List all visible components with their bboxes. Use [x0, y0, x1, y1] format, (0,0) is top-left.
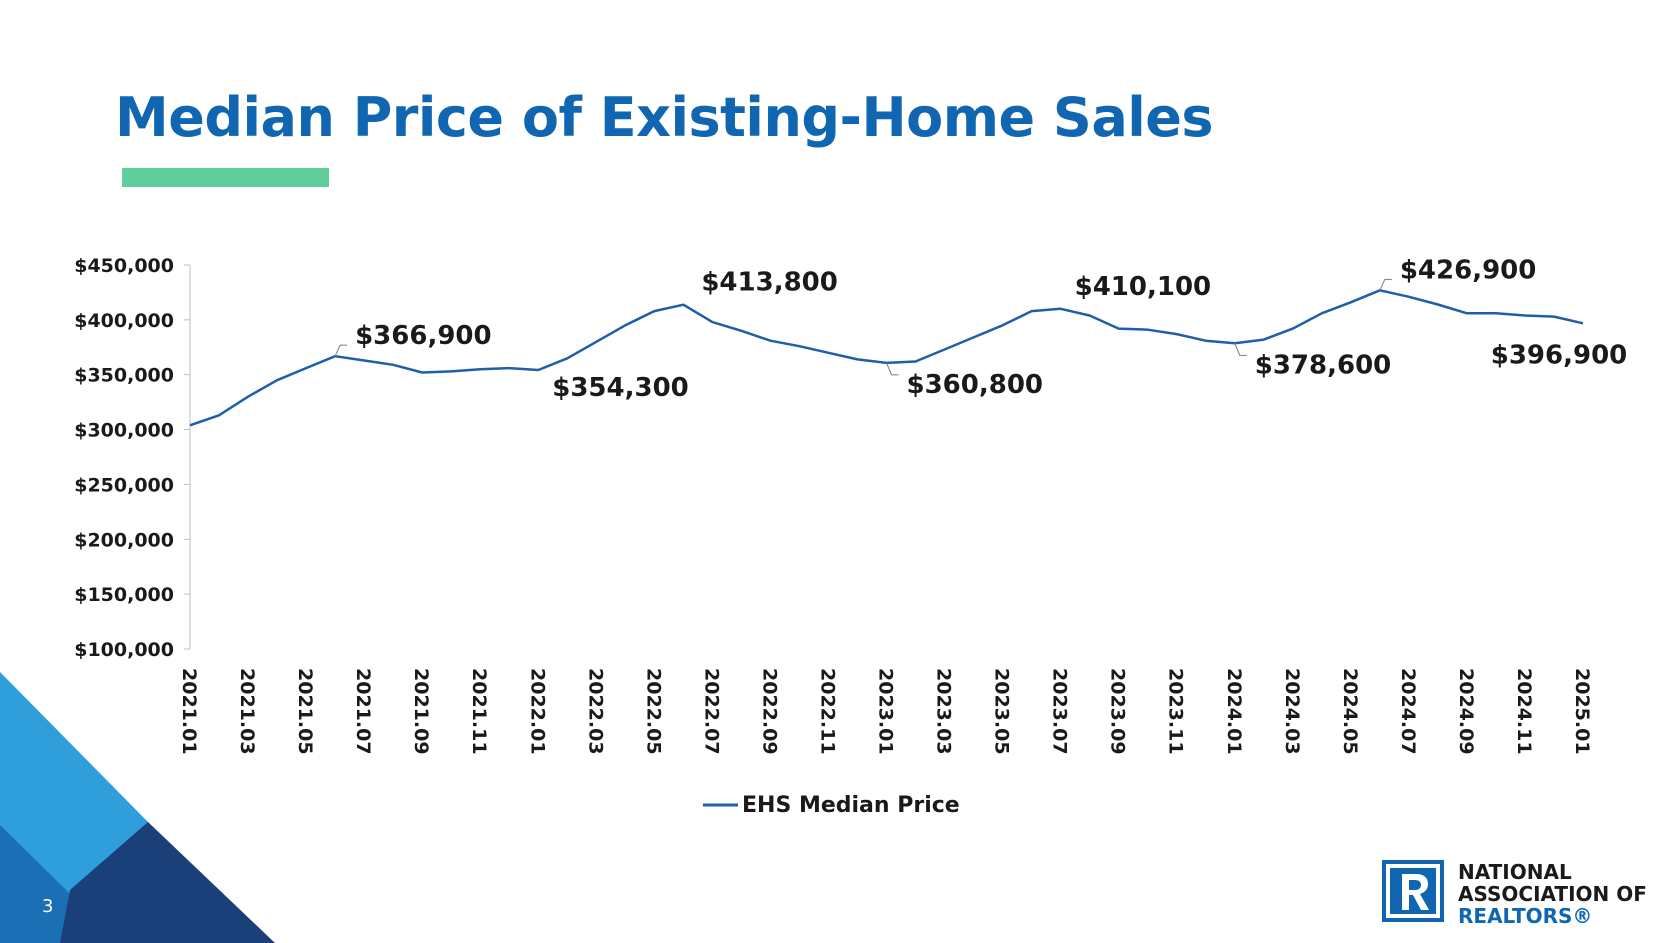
corner-decoration: [0, 672, 275, 943]
data-label-leader: [1234, 343, 1247, 356]
data-label: $413,800: [701, 268, 838, 298]
x-tick-label: 2024.11: [1513, 668, 1535, 755]
logo-line-realtors: REALTORS®: [1458, 904, 1593, 928]
data-label: $378,600: [1255, 350, 1392, 380]
y-tick-label: $450,000: [74, 255, 174, 277]
x-tick-label: 2023.11: [1165, 668, 1187, 755]
data-label: $426,900: [1400, 255, 1537, 285]
x-tick-label: 2022.05: [642, 668, 664, 755]
x-tick-label: 2024.03: [1281, 668, 1303, 755]
x-tick-label: 2023.05: [991, 668, 1013, 755]
x-tick-label: 2022.03: [584, 668, 606, 755]
realtor-r-logo-icon: [1382, 860, 1444, 922]
x-tick-label: 2024.09: [1455, 668, 1477, 755]
x-tick-label: 2024.05: [1339, 668, 1361, 755]
x-tick-label: 2023.01: [875, 668, 897, 755]
x-tick-label: 2021.09: [410, 668, 432, 755]
x-tick-label: 2021.11: [468, 668, 490, 755]
data-label-leader: [886, 362, 899, 376]
data-label: $396,900: [1491, 340, 1628, 370]
y-tick-label: $150,000: [74, 584, 174, 606]
y-tick-label: $200,000: [74, 529, 174, 551]
x-tick-label: 2024.01: [1223, 668, 1245, 755]
deco-dark-triangle: [60, 822, 275, 943]
logo-line-association: ASSOCIATION OF: [1458, 882, 1647, 906]
title-accent-bar: [122, 168, 329, 187]
data-label-leader: [1379, 278, 1392, 291]
x-tick-label: 2021.07: [352, 668, 374, 755]
y-tick-label: $400,000: [74, 310, 174, 332]
x-tick-label: 2022.01: [526, 668, 548, 755]
x-tick-label: 2022.11: [816, 668, 838, 755]
y-tick-label: $300,000: [74, 420, 174, 442]
line-chart: $100,000 $150,000 $200,000 $250,000 $300,000…: [74, 255, 1628, 818]
data-label: $410,100: [1075, 272, 1212, 302]
y-tick-label: $350,000: [74, 365, 174, 387]
data-label-leader: [334, 344, 348, 357]
page-number: 3: [42, 896, 54, 917]
x-tick-label: 2022.09: [758, 668, 780, 755]
y-tick-label: $250,000: [74, 474, 174, 496]
x-tick-label: 2024.07: [1397, 668, 1419, 755]
y-tick-label: $100,000: [74, 639, 174, 661]
data-label: $360,800: [907, 370, 1044, 400]
x-tick-label: 2023.07: [1049, 668, 1071, 755]
x-tick-label: 2023.09: [1107, 668, 1129, 755]
legend-label: EHS Median Price: [742, 793, 960, 818]
slide-title: Median Price of Existing-Home Sales: [115, 86, 1214, 149]
x-tick-label: 2021.03: [236, 668, 258, 755]
data-label: $366,900: [355, 321, 492, 351]
logo-line-national: NATIONAL: [1458, 860, 1572, 884]
data-label: $354,300: [552, 373, 689, 403]
x-tick-label: 2025.01: [1571, 668, 1593, 755]
x-tick-label: 2021.01: [178, 668, 200, 755]
x-tick-label: 2023.03: [933, 668, 955, 755]
x-tick-label: 2022.07: [700, 668, 722, 755]
x-tick-label: 2021.05: [294, 668, 316, 755]
